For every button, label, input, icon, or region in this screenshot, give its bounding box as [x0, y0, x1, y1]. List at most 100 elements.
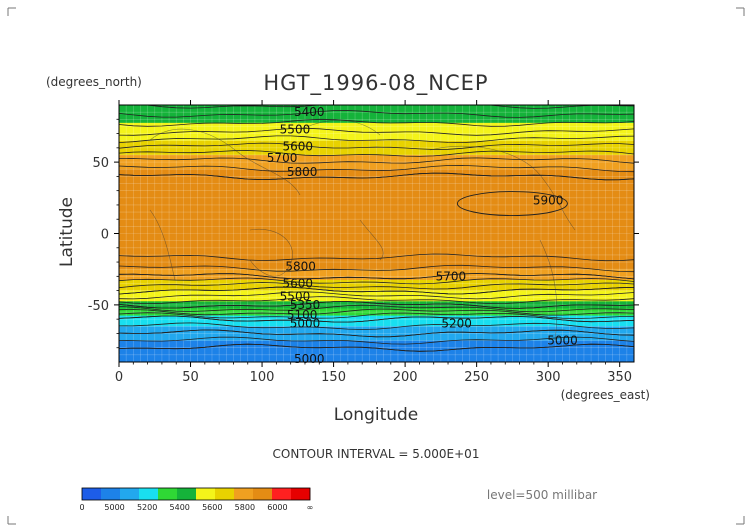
y-tick-label: -50	[88, 299, 109, 314]
field-band	[119, 347, 634, 352]
field-band	[119, 337, 634, 342]
colorbar-label: 5400	[170, 503, 190, 512]
field-band	[119, 254, 634, 260]
x-ticks: 0 50 100 150 200 250 300 350	[115, 100, 632, 385]
contour-line	[119, 264, 634, 273]
contour-line	[119, 118, 634, 127]
level-label: level=500 millibar	[487, 488, 597, 502]
field-band	[119, 105, 634, 110]
contour-5900	[456, 191, 568, 216]
contour-label: 5400	[294, 105, 325, 119]
colorbar-label: 0	[79, 503, 84, 512]
y-ticks: 50 0 -50	[88, 118, 639, 349]
field-band	[119, 258, 634, 263]
field-band	[119, 244, 634, 249]
contour-line	[119, 301, 634, 309]
field-band	[119, 108, 634, 113]
field-band	[119, 154, 634, 160]
field-band	[119, 147, 634, 153]
colorbar-label: 5000	[104, 503, 124, 512]
field-band	[119, 176, 634, 181]
colorbar-label: 5800	[235, 503, 255, 512]
contour-line	[119, 291, 634, 300]
field-band	[119, 197, 634, 202]
field-band	[119, 165, 634, 170]
contour-line	[119, 164, 634, 173]
contour-label: 5500	[280, 289, 311, 303]
field-band	[119, 229, 634, 235]
y-axis-label: Latitude	[57, 197, 77, 267]
contour-label: 5600	[283, 139, 314, 153]
contour-line	[119, 336, 634, 345]
field-band	[119, 112, 634, 117]
contour-line	[119, 322, 634, 330]
field-band	[119, 304, 634, 310]
contour-interval: CONTOUR INTERVAL = 5.000E+01	[273, 447, 480, 461]
field-band	[119, 329, 634, 335]
x-tick-label: 350	[607, 370, 632, 385]
colorbar-swatch	[215, 488, 235, 500]
field-band	[119, 265, 634, 270]
colorbar-swatch	[272, 488, 292, 500]
colorbar-swatch	[120, 488, 140, 500]
plot-area: 5400550056005700580059005800570056005500…	[118, 104, 635, 366]
coastline	[149, 209, 176, 281]
field-band	[119, 151, 634, 156]
field-band	[119, 237, 634, 242]
colorbar-swatch	[196, 488, 216, 500]
field-band	[119, 283, 634, 288]
colorbar-label: 6000	[267, 503, 287, 512]
contour-line	[119, 286, 634, 295]
contour-label: 5000	[290, 316, 321, 330]
x-units-label: (degrees_east)	[561, 388, 650, 402]
contour-line	[119, 135, 634, 144]
field-band	[119, 204, 634, 210]
coastline	[149, 128, 301, 196]
colorbar-label: 5600	[202, 503, 222, 512]
field-band	[119, 133, 634, 138]
contour-label: 5700	[267, 151, 298, 165]
field-band	[119, 290, 634, 295]
contour-line	[119, 343, 634, 352]
chart-title: HGT_1996-08_NCEP	[263, 71, 488, 96]
x-tick-label: 200	[393, 370, 418, 385]
colorbar-label: 5200	[137, 503, 157, 512]
field-band	[119, 137, 634, 142]
colorbar-swatch	[177, 488, 197, 500]
field-band	[119, 240, 634, 245]
field	[119, 105, 634, 362]
field-band	[119, 319, 634, 324]
field-band	[119, 190, 634, 195]
contour-line	[119, 253, 634, 262]
coastline	[299, 120, 381, 136]
field-band	[119, 351, 634, 356]
contour-label: 5500	[280, 122, 311, 136]
field-band	[119, 315, 634, 320]
field-band	[119, 172, 634, 177]
x-axis-label: Longitude	[334, 405, 419, 425]
field-band	[119, 215, 634, 220]
contour-line	[119, 329, 634, 338]
contour-label: 5800	[285, 259, 316, 273]
field-band	[119, 287, 634, 292]
x-tick-label: 300	[536, 370, 561, 385]
contour-line	[119, 304, 634, 313]
contour-line	[119, 172, 634, 181]
contour-line	[119, 312, 634, 319]
colorbar-swatch	[158, 488, 178, 500]
field-band	[119, 322, 634, 327]
corner-marks	[7, 7, 745, 525]
x-tick-label: 250	[464, 370, 489, 385]
field-band	[119, 212, 634, 217]
field-band	[119, 208, 634, 213]
contour-label: 5600	[283, 276, 314, 290]
field-band	[119, 308, 634, 313]
field-band	[119, 344, 634, 349]
field-band	[119, 201, 634, 206]
field-band	[119, 222, 634, 227]
x-tick-label: 50	[182, 370, 199, 385]
contour-line	[119, 110, 634, 118]
field-band	[119, 233, 634, 238]
field-band	[119, 126, 634, 131]
